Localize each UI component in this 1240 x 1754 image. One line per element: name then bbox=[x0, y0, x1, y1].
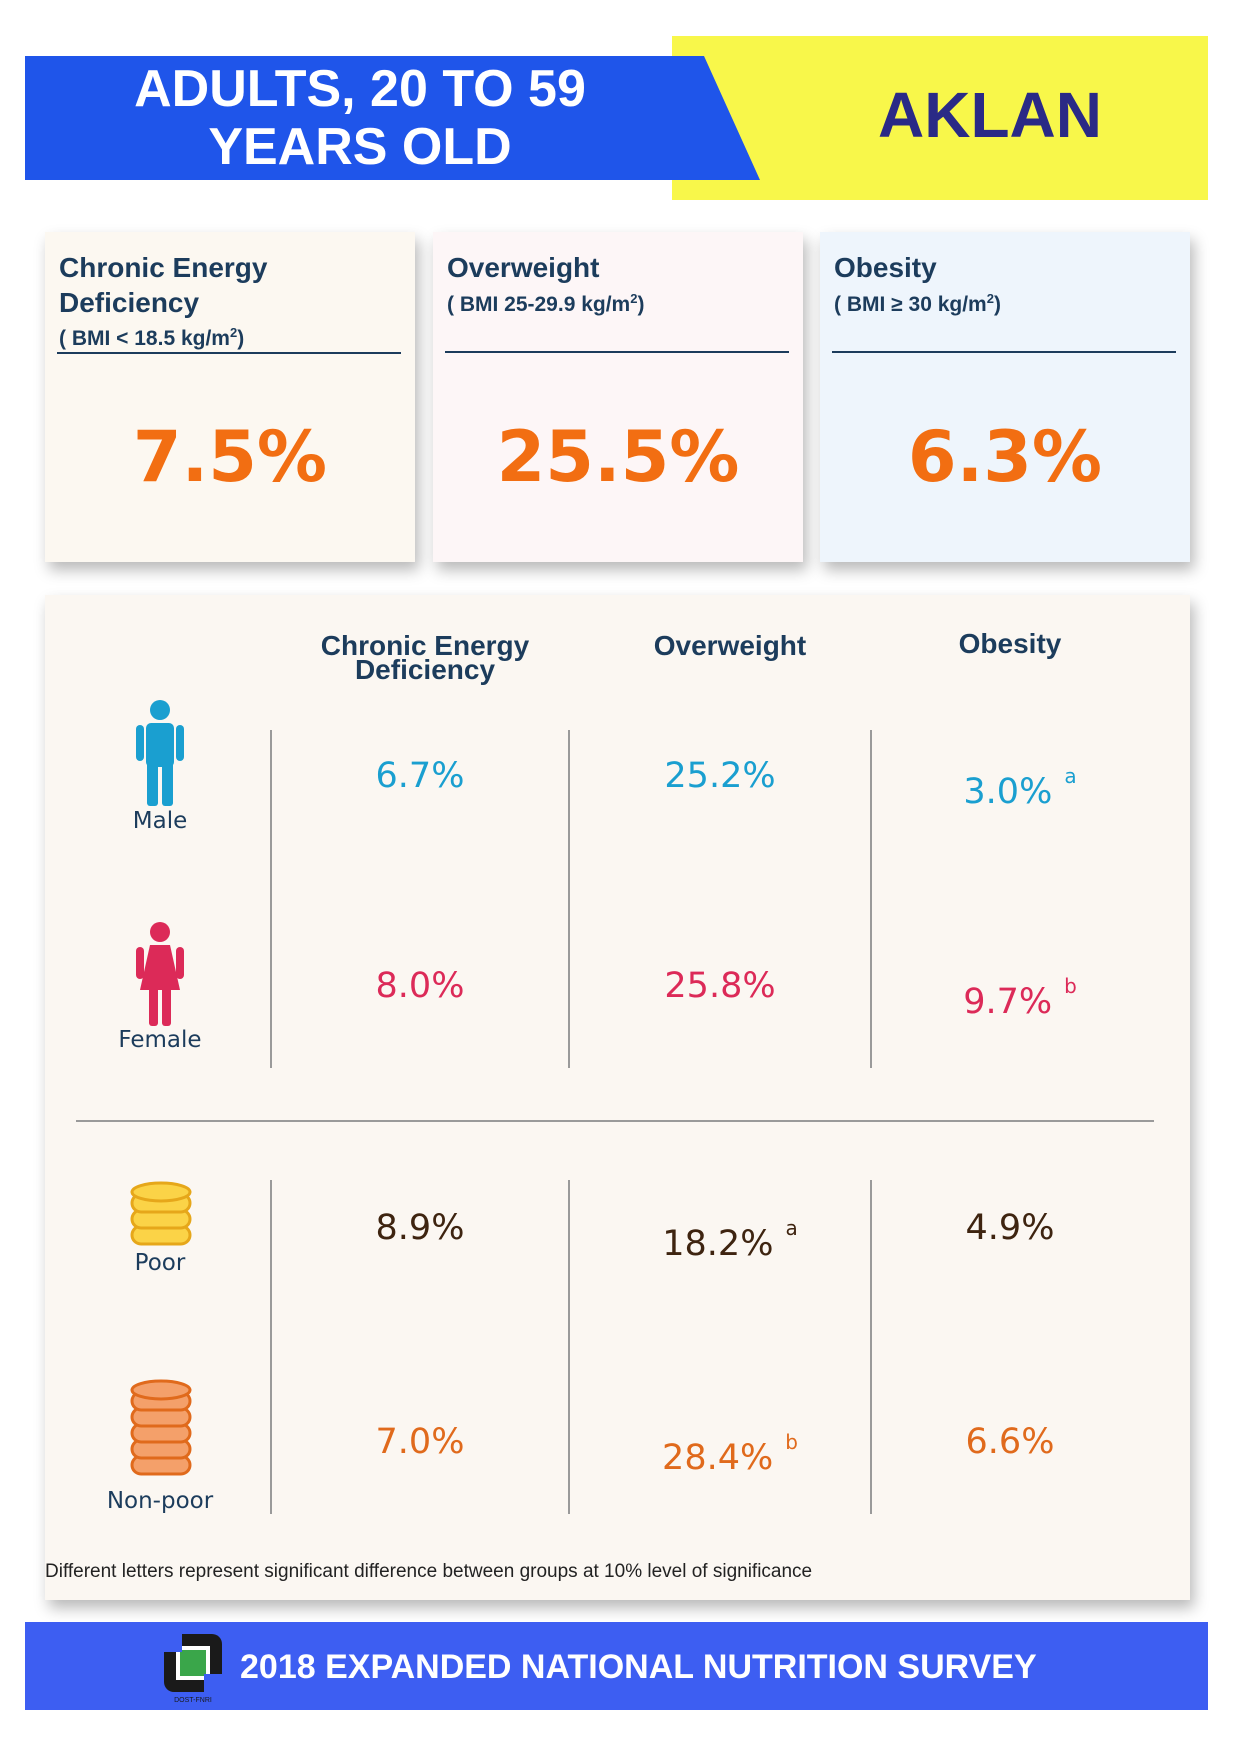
criteria-text: ( BMI ≥ 30 kg/m bbox=[834, 293, 987, 316]
column-header-line1: Obesity bbox=[958, 628, 1062, 659]
column-header-line1: Chronic Energy bbox=[320, 630, 530, 661]
column-header-overweight: Overweight bbox=[580, 630, 880, 661]
cell-value: 28.4% bbox=[662, 1438, 774, 1478]
table-cell: 9.7% b bbox=[890, 966, 1150, 1022]
cell-value: 18.2% bbox=[662, 1224, 774, 1264]
coins-stack-small-icon bbox=[130, 1181, 192, 1246]
region-name: AKLAN bbox=[878, 79, 1102, 151]
fnri-logo-icon: DOST-FNRI bbox=[164, 1634, 222, 1704]
coins-stack-large-icon bbox=[130, 1379, 192, 1476]
card-value: 7.5% bbox=[132, 416, 328, 498]
significance-letter: b bbox=[785, 1430, 798, 1454]
column-divider bbox=[870, 730, 872, 1068]
table-cell: 8.0% bbox=[300, 966, 540, 1006]
column-header-line2: Deficiency bbox=[354, 654, 496, 685]
table-cell: 25.8% bbox=[590, 966, 850, 1006]
card-title: Overweight bbox=[447, 250, 787, 285]
criteria-text: ( BMI 25-29.9 kg/m bbox=[447, 293, 631, 316]
criteria-end: ) bbox=[237, 327, 245, 350]
footer-title: 2018 EXPANDED NATIONAL NUTRITION SURVEY bbox=[240, 1648, 1037, 1686]
significance-letter: b bbox=[1064, 974, 1077, 998]
footnote: Different letters represent significant … bbox=[45, 1561, 813, 1582]
cell-value: 9.7% bbox=[963, 982, 1053, 1022]
cell-value: 3.0% bbox=[963, 772, 1053, 812]
card-value: 25.5% bbox=[496, 416, 740, 498]
row-label-poor: Poor bbox=[134, 1250, 186, 1276]
summary-card-ced: Chronic Energy Deficiency ( BMI < 18.5 k… bbox=[45, 232, 415, 562]
card-title-line1: Overweight bbox=[447, 252, 600, 283]
footer-band bbox=[25, 1622, 1208, 1710]
page-title: ADULTS, 20 TO 59 YEARS OLD bbox=[60, 60, 660, 176]
summary-card-obesity: Obesity ( BMI ≥ 30 kg/m2) 6.3% bbox=[820, 232, 1190, 562]
cell-value: 6.6% bbox=[965, 1422, 1055, 1462]
card-title-line1: Obesity bbox=[834, 252, 937, 283]
cell-value: 6.7% bbox=[375, 756, 465, 796]
column-header-ced: Chronic Energy Deficiency bbox=[290, 630, 560, 685]
card-title: Obesity bbox=[834, 250, 1174, 285]
column-header-line1: Overweight bbox=[653, 630, 807, 661]
column-divider bbox=[270, 730, 272, 1068]
card-title: Chronic Energy Deficiency bbox=[59, 250, 399, 320]
summary-card-overweight: Overweight ( BMI 25-29.9 kg/m2) 25.5% bbox=[433, 232, 803, 562]
criteria-end: ) bbox=[993, 293, 1001, 316]
table-cell: 8.9% bbox=[300, 1208, 540, 1248]
breakdown-panel bbox=[45, 595, 1190, 1600]
female-icon bbox=[136, 922, 184, 1026]
table-cell: 6.6% bbox=[880, 1422, 1140, 1462]
table-cell: 4.9% bbox=[880, 1208, 1140, 1248]
table-cell: 3.0% a bbox=[890, 756, 1150, 812]
row-label-male: Male bbox=[132, 808, 188, 834]
table-cell: 28.4% b bbox=[600, 1422, 860, 1478]
logo-text: DOST-FNRI bbox=[174, 1697, 212, 1704]
cell-value: 25.2% bbox=[664, 756, 776, 796]
table-cell: 18.2% a bbox=[600, 1208, 860, 1264]
card-criteria: ( BMI 25-29.9 kg/m2) bbox=[447, 286, 787, 318]
card-title-line1: Chronic Energy bbox=[59, 252, 268, 283]
header-blue-band bbox=[25, 56, 760, 180]
card-title-line2: Deficiency bbox=[59, 287, 200, 318]
criteria-end: ) bbox=[637, 293, 645, 316]
card-divider bbox=[445, 351, 789, 353]
page-title-line2: YEARS OLD bbox=[208, 118, 512, 176]
table-cell: 25.2% bbox=[590, 756, 850, 796]
table-cell: 6.7% bbox=[300, 756, 540, 796]
card-value: 6.3% bbox=[907, 416, 1103, 498]
card-criteria: ( BMI < 18.5 kg/m2) bbox=[59, 320, 399, 352]
section-divider bbox=[76, 1120, 1154, 1122]
table-cell: 7.0% bbox=[300, 1422, 540, 1462]
column-divider bbox=[568, 1180, 570, 1514]
cell-value: 8.0% bbox=[375, 966, 465, 1006]
criteria-sup: 2 bbox=[986, 291, 994, 306]
page-title-line1: ADULTS, 20 TO 59 bbox=[134, 60, 586, 118]
criteria-text: ( BMI < 18.5 kg/m bbox=[59, 327, 230, 350]
card-divider bbox=[832, 351, 1176, 353]
male-icon bbox=[136, 700, 184, 806]
card-divider bbox=[57, 352, 401, 354]
significance-letter: a bbox=[1064, 764, 1077, 788]
cell-value: 25.8% bbox=[664, 966, 776, 1006]
cell-value: 7.0% bbox=[375, 1422, 465, 1462]
column-divider bbox=[270, 1180, 272, 1514]
card-criteria: ( BMI ≥ 30 kg/m2) bbox=[834, 286, 1174, 318]
cell-value: 4.9% bbox=[965, 1208, 1055, 1248]
column-divider bbox=[568, 730, 570, 1068]
row-label-female: Female bbox=[118, 1027, 202, 1053]
column-header-obesity: Obesity bbox=[870, 628, 1150, 659]
criteria-sup: 2 bbox=[229, 325, 238, 340]
row-label-nonpoor: Non-poor bbox=[106, 1488, 214, 1514]
significance-letter: a bbox=[785, 1216, 798, 1240]
criteria-sup: 2 bbox=[630, 291, 638, 306]
cell-value: 8.9% bbox=[375, 1208, 465, 1248]
column-divider bbox=[870, 1180, 872, 1514]
header-yellow-band bbox=[672, 36, 1208, 200]
